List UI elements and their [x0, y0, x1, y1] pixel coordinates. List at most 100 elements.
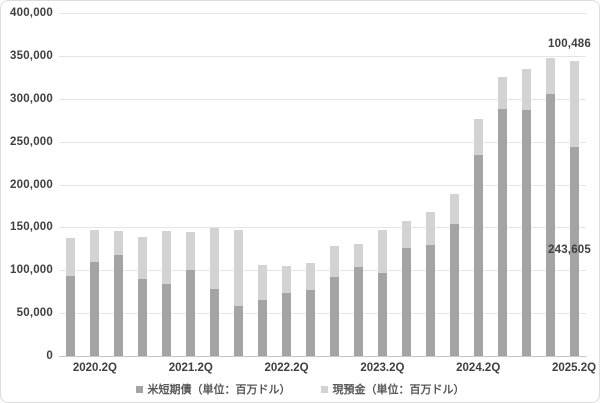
cash-segment — [90, 230, 100, 262]
bar-2025.1Q — [545, 57, 555, 356]
cash-segment — [377, 229, 387, 273]
legend-item-cash: 現預金（単位：百万ドル） — [320, 381, 465, 397]
tbills-segment — [234, 305, 244, 356]
bar-2020.4Q — [138, 237, 148, 356]
cash-segment — [66, 238, 76, 277]
gridline — [59, 55, 586, 57]
bar-2025.2Q — [569, 60, 579, 356]
y-axis-label: 400,000 — [10, 7, 53, 19]
bar-2021.4Q — [234, 230, 244, 356]
tbills-segment — [210, 288, 220, 356]
cash-segment — [186, 232, 196, 270]
plot-area — [59, 13, 586, 357]
bar-2022.4Q — [329, 245, 339, 356]
annotation-tbills-value: 243,605 — [548, 244, 591, 256]
tbills-segment — [497, 109, 507, 356]
cash-segment — [258, 264, 268, 300]
tbills-segment — [329, 277, 339, 356]
y-axis-label: 250,000 — [10, 135, 53, 148]
tbills-segment — [377, 272, 387, 356]
tbills-segment — [401, 248, 411, 356]
cash-segment — [353, 244, 363, 267]
cash-segment — [569, 60, 579, 148]
tbills-segment — [138, 278, 148, 356]
cash-segment — [473, 118, 483, 155]
gridline — [59, 141, 586, 143]
bar-2021.1Q — [162, 231, 172, 356]
y-axis-label: 50,000 — [16, 307, 53, 320]
annotation-cash-value: 100,486 — [548, 38, 591, 50]
y-axis-label: 0 — [46, 350, 53, 362]
y-axis-label: 350,000 — [10, 49, 53, 62]
cash-segment — [425, 212, 435, 245]
bar-2022.2Q — [282, 265, 292, 356]
bar-2023.2Q — [377, 229, 387, 356]
bar-2022.1Q — [258, 264, 268, 356]
gridline — [59, 13, 586, 14]
bar-2023.4Q — [425, 212, 435, 356]
cash-segment — [449, 193, 459, 225]
bar-2020.2Q — [90, 230, 100, 356]
tbills-segment — [521, 110, 531, 356]
gridline — [59, 184, 586, 186]
tbills-segment — [353, 267, 363, 356]
x-axis-label: 2022.2Q — [264, 362, 309, 374]
legend: 米短期債（単位：百万ドル） 現預金（単位：百万ドル） — [1, 381, 599, 397]
tbills-segment — [66, 276, 76, 356]
bar-2023.3Q — [401, 221, 411, 356]
tbills-legend-marker-icon — [135, 385, 143, 393]
y-axis-label: 200,000 — [10, 178, 53, 191]
bar-2020.1Q — [66, 238, 76, 356]
cash-segment — [401, 221, 411, 249]
cash-legend-marker-icon — [320, 385, 328, 393]
bar-2024.3Q — [497, 77, 507, 356]
cash-segment — [306, 262, 316, 291]
cash-segment — [521, 69, 531, 111]
gridline — [59, 313, 586, 315]
bar-2020.3Q — [114, 231, 124, 356]
y-axis-label: 150,000 — [10, 221, 53, 234]
cash-segment — [138, 237, 148, 279]
bar-2022.3Q — [306, 262, 316, 356]
tbills-segment — [90, 261, 100, 356]
tbills-segment — [186, 269, 196, 356]
tbills-segment — [258, 299, 268, 356]
x-axis-label: 2023.2Q — [360, 362, 405, 374]
cash-legend-label: 現預金（単位：百万ドル） — [332, 384, 465, 396]
tbills-segment — [545, 94, 555, 356]
cash-segment — [497, 77, 507, 110]
x-axis-label: 2024.2Q — [456, 362, 501, 374]
cash-segment — [234, 230, 244, 306]
bar-2024.1Q — [449, 193, 459, 356]
cash-segment — [162, 231, 172, 284]
tbills-legend-label: 米短期債（単位：百万ドル） — [147, 384, 291, 396]
tbills-segment — [569, 147, 579, 356]
y-axis-label: 300,000 — [10, 92, 53, 105]
gridline — [59, 356, 586, 357]
bar-2024.4Q — [521, 69, 531, 356]
bar-2021.3Q — [210, 228, 220, 356]
tbills-segment — [282, 292, 292, 356]
cash-segment — [282, 265, 292, 293]
cash-segment — [114, 231, 124, 256]
tbills-segment — [425, 244, 435, 356]
tbills-segment — [473, 154, 483, 356]
x-axis-label: 2025.2Q — [551, 362, 597, 374]
legend-item-tbills: 米短期債（単位：百万ドル） — [135, 381, 291, 397]
gridline — [59, 98, 586, 100]
cash-segment — [329, 245, 339, 278]
tbills-segment — [449, 224, 459, 356]
bar-2023.1Q — [353, 244, 363, 356]
tbills-segment — [306, 290, 316, 356]
bar-2024.2Q — [473, 118, 483, 356]
gridline — [59, 227, 586, 229]
y-axis-label: 100,000 — [10, 264, 53, 277]
x-axis-label: 2020.2Q — [72, 362, 117, 374]
gridline — [59, 270, 586, 272]
tbills-segment — [162, 283, 172, 356]
x-axis-label: 2021.2Q — [168, 362, 213, 374]
bar-2021.2Q — [186, 232, 196, 356]
tbills-segment — [114, 255, 124, 356]
cash-segment — [545, 57, 555, 95]
